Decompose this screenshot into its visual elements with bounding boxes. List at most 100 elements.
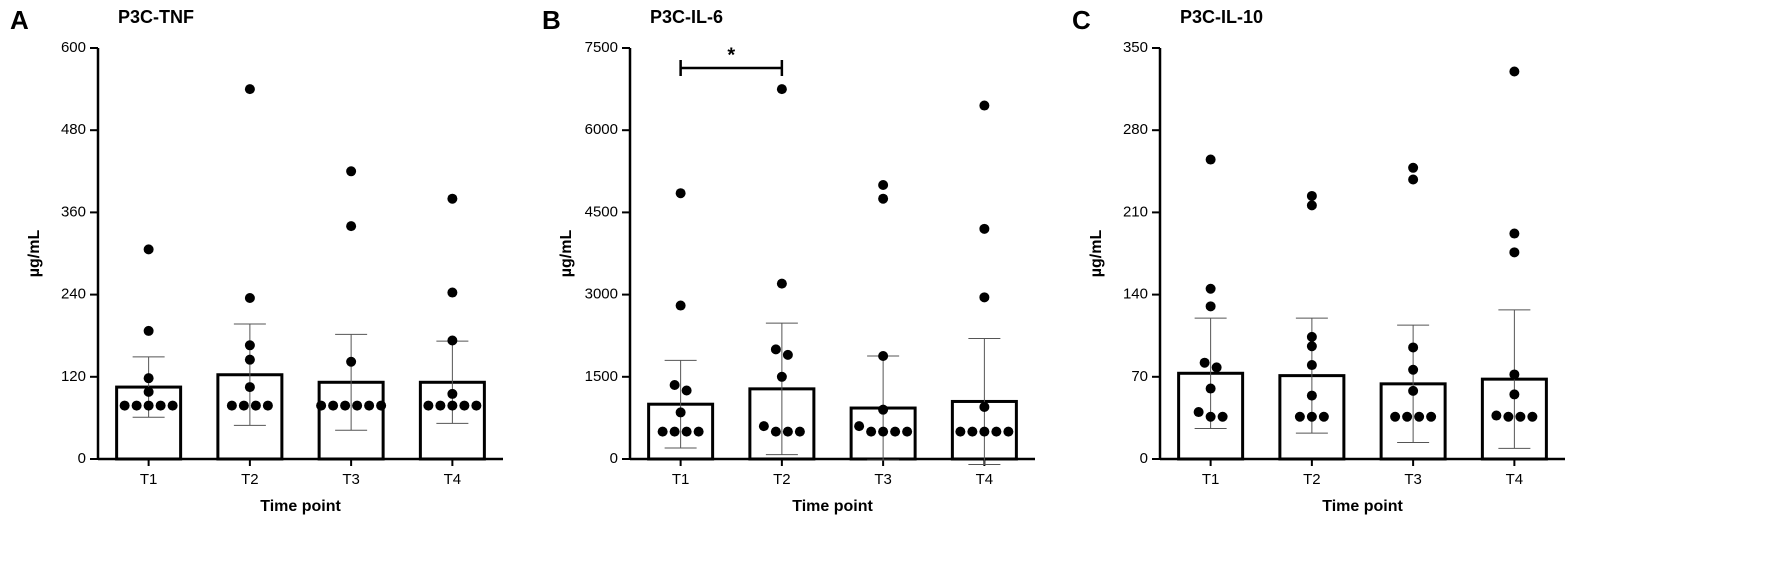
data-point — [167, 400, 178, 411]
data-point — [435, 400, 446, 411]
data-point — [352, 400, 363, 411]
x-tick-label: T3 — [342, 471, 360, 488]
data-point — [1205, 411, 1216, 422]
data-point — [346, 221, 357, 232]
data-point — [447, 335, 458, 346]
data-point — [681, 426, 692, 437]
data-point — [244, 84, 255, 95]
data-point — [364, 400, 375, 411]
data-point — [1003, 426, 1014, 437]
data-point — [376, 400, 387, 411]
data-point — [250, 400, 261, 411]
y-tick-label: 0 — [78, 450, 86, 467]
data-point — [1306, 190, 1317, 201]
y-tick-label: 350 — [1123, 39, 1148, 56]
data-point — [346, 166, 357, 177]
data-point — [238, 400, 249, 411]
data-point — [1205, 383, 1216, 394]
chart-title: P3C-IL-6 — [650, 7, 723, 27]
data-point — [979, 223, 990, 234]
y-tick-label: 7500 — [585, 39, 618, 56]
x-axis-label: Time point — [792, 498, 873, 515]
data-point — [878, 180, 889, 190]
data-point — [979, 401, 990, 412]
y-tick-label: 140 — [1123, 286, 1148, 303]
data-point — [316, 400, 327, 411]
data-point — [1509, 66, 1520, 77]
data-point — [226, 400, 237, 411]
data-point — [770, 426, 781, 437]
data-point — [657, 426, 668, 437]
data-point — [1390, 411, 1401, 422]
y-axis-label: µg/mL — [558, 230, 575, 278]
data-point — [979, 426, 990, 437]
data-point — [675, 407, 686, 418]
x-tick-label: T4 — [1506, 471, 1524, 488]
data-point — [770, 344, 781, 355]
data-point — [1211, 362, 1222, 373]
x-tick-label: T2 — [241, 471, 259, 488]
data-point — [346, 356, 357, 367]
data-point — [1318, 411, 1329, 422]
data-point — [955, 426, 966, 437]
data-point — [1509, 369, 1520, 380]
data-point — [776, 278, 787, 289]
y-tick-label: 6000 — [585, 121, 618, 138]
data-point — [854, 421, 865, 432]
data-point — [890, 426, 901, 437]
x-tick-label: T3 — [874, 471, 892, 488]
x-tick-label: T1 — [672, 471, 690, 488]
data-point — [782, 426, 793, 437]
panel-label: B — [542, 5, 561, 35]
data-point — [143, 325, 154, 336]
data-point — [991, 426, 1002, 437]
chart-title: P3C-IL-10 — [1180, 7, 1263, 27]
x-tick-label: T1 — [1202, 471, 1220, 488]
significance-label: * — [727, 44, 735, 66]
y-tick-label: 360 — [61, 203, 86, 220]
data-point — [878, 426, 889, 437]
data-point — [782, 349, 793, 360]
data-point — [878, 193, 889, 204]
data-point — [794, 426, 805, 437]
data-point — [423, 400, 434, 411]
chart-title: P3C-TNF — [118, 7, 194, 27]
data-point — [155, 400, 166, 411]
data-point — [1408, 364, 1419, 375]
data-point — [693, 426, 704, 437]
data-point — [878, 404, 889, 415]
data-point — [979, 292, 990, 303]
data-point — [143, 386, 154, 397]
data-point — [1306, 411, 1317, 422]
data-point — [902, 426, 913, 437]
data-point — [1509, 228, 1520, 239]
x-tick-label: T4 — [444, 471, 462, 488]
y-tick-label: 4500 — [585, 203, 618, 220]
y-tick-label: 3000 — [585, 286, 618, 303]
x-tick-label: T2 — [773, 471, 791, 488]
data-point — [1294, 411, 1305, 422]
data-point — [1515, 411, 1526, 422]
x-tick-label: T4 — [976, 471, 994, 488]
data-point — [244, 293, 255, 304]
data-point — [244, 382, 255, 393]
y-tick-label: 240 — [61, 286, 86, 303]
data-point — [1306, 331, 1317, 342]
data-point — [979, 100, 990, 111]
data-point — [471, 400, 482, 411]
data-point — [1205, 283, 1216, 294]
x-axis-label: Time point — [260, 498, 341, 515]
data-point — [340, 400, 351, 411]
data-point — [1491, 410, 1502, 421]
data-point — [1426, 411, 1437, 422]
data-point — [1205, 154, 1216, 165]
data-point — [1306, 341, 1317, 352]
data-point — [447, 400, 458, 411]
data-point — [878, 350, 889, 361]
data-point — [1306, 200, 1317, 211]
y-tick-label: 480 — [61, 121, 86, 138]
data-point — [1402, 411, 1413, 422]
data-point — [866, 426, 877, 437]
data-point — [776, 84, 787, 95]
